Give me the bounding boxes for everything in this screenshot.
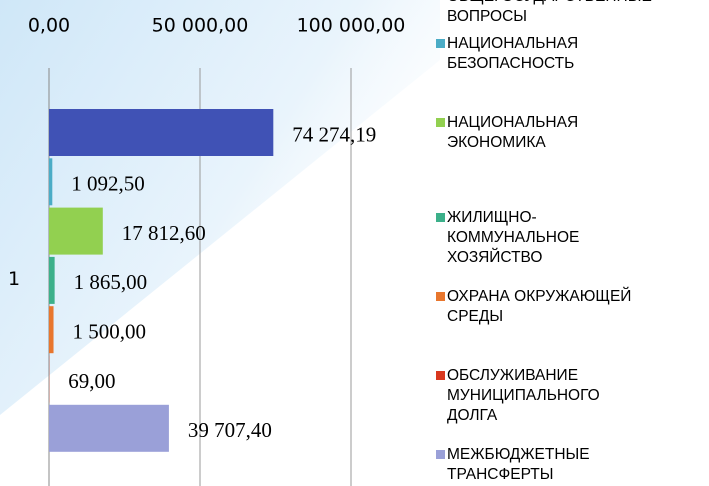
x-tick-label: 50 000,00 <box>152 15 249 37</box>
bar <box>49 109 274 156</box>
legend-swatch <box>436 213 445 222</box>
data-label: 69,00 <box>68 369 115 393</box>
data-label: 1 092,50 <box>71 172 145 196</box>
bar <box>49 404 169 452</box>
y-tick-label: 1 <box>8 268 20 290</box>
legend-label: ОБСЛУЖИВАНИЕ МУНИЦИПАЛЬНОГО ДОЛГА <box>447 367 600 424</box>
data-label: 1 865,00 <box>74 270 147 294</box>
bar <box>49 256 55 304</box>
x-tick-label: 100 000,00 <box>297 15 406 37</box>
bar <box>49 306 54 354</box>
data-label: 74 274,19 <box>292 122 376 146</box>
data-label: 17 812,60 <box>122 221 206 245</box>
x-tick-label: 0,00 <box>28 15 70 37</box>
legend-label: НАЦИОНАЛЬНАЯ ЭКОНОМИКА <box>447 114 579 151</box>
legend-swatch <box>436 292 445 301</box>
legend-swatch <box>436 371 445 380</box>
bar <box>49 207 103 255</box>
legend-swatch <box>436 118 445 127</box>
legend-label: МЕЖБЮДЖЕТНЫЕ ТРАНСФЕРТЫ <box>447 446 590 483</box>
legend-label: ОБЩЕГОСУДАРСТВЕННЫЕ ВОПРОСЫ <box>447 0 652 25</box>
background <box>0 0 440 415</box>
legend-label: ЖИЛИЩНО-КОММУНАЛЬНОЕ ХОЗЯЙСТВО <box>447 209 580 266</box>
legend-swatch <box>436 450 445 459</box>
legend-label: ОХРАНА ОКРУЖАЮЩЕЙ СРЕДЫ <box>447 288 632 325</box>
bar <box>49 158 53 206</box>
legend-label: НАЦИОНАЛЬНАЯ БЕЗОПАСНОСТЬ <box>447 35 579 72</box>
legend-swatch <box>436 39 445 48</box>
data-label: 1 500,00 <box>73 320 147 344</box>
data-label: 39 707,40 <box>188 418 272 442</box>
